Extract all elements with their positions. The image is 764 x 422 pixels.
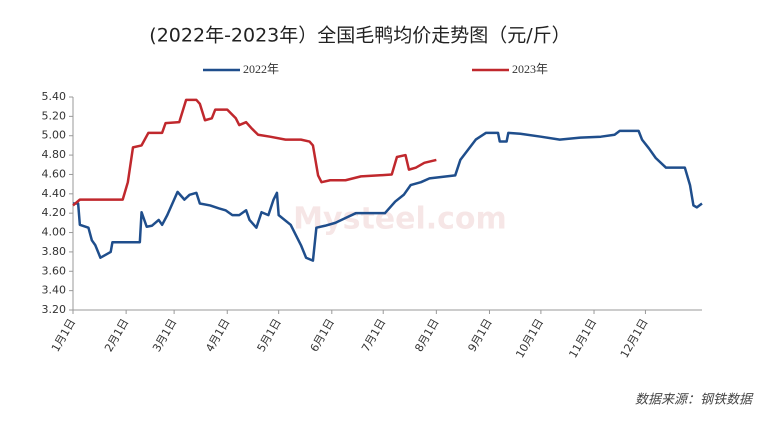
x-tick-label: 1月1日 (49, 317, 78, 355)
x-tick-label: 7月1日 (359, 317, 388, 355)
x-tick-label: 11月1日 (566, 317, 599, 361)
x-tick-label: 4月1日 (203, 317, 232, 355)
x-tick-label: 5月1日 (255, 317, 284, 355)
legend-label: 2023年 (512, 62, 548, 76)
watermark: Mysteel.com (293, 202, 507, 237)
y-tick-label: 4.60 (42, 167, 67, 180)
x-tick-label: 2月1日 (102, 317, 131, 355)
x-tick-label: 10月1日 (513, 317, 546, 361)
y-tick-label: 5.20 (42, 109, 67, 122)
y-tick-label: 5.00 (42, 129, 67, 142)
source: 数据来源：钢铁数据 (635, 393, 754, 408)
legend-label: 2022年 (243, 62, 279, 76)
line (72, 98, 437, 207)
y-tick-label: 4.20 (42, 206, 67, 219)
line (73, 129, 703, 262)
y-tick-label: 5.40 (42, 90, 67, 103)
y-tick-label: 3.60 (42, 264, 67, 277)
y-tick-label: 3.40 (42, 284, 67, 297)
x-tick-label: 3月1日 (150, 317, 179, 355)
y-tick-label: 3.80 (42, 245, 67, 258)
x-tick-label: 6月1日 (308, 317, 337, 355)
y-tick-label: 4.40 (42, 187, 67, 200)
chart-title: (2022年-2023年）全国毛鸭均价走势图（元/斤） (149, 25, 570, 47)
x-tick-label: 12月1日 (618, 317, 651, 361)
x-tick-label: 9月1日 (465, 316, 494, 354)
y-tick-label: 4.80 (42, 148, 67, 161)
y-tick-label: 3.20 (42, 303, 67, 316)
y-tick-label: 4.00 (42, 226, 67, 239)
x-tick-label: 8月1日 (412, 317, 441, 355)
